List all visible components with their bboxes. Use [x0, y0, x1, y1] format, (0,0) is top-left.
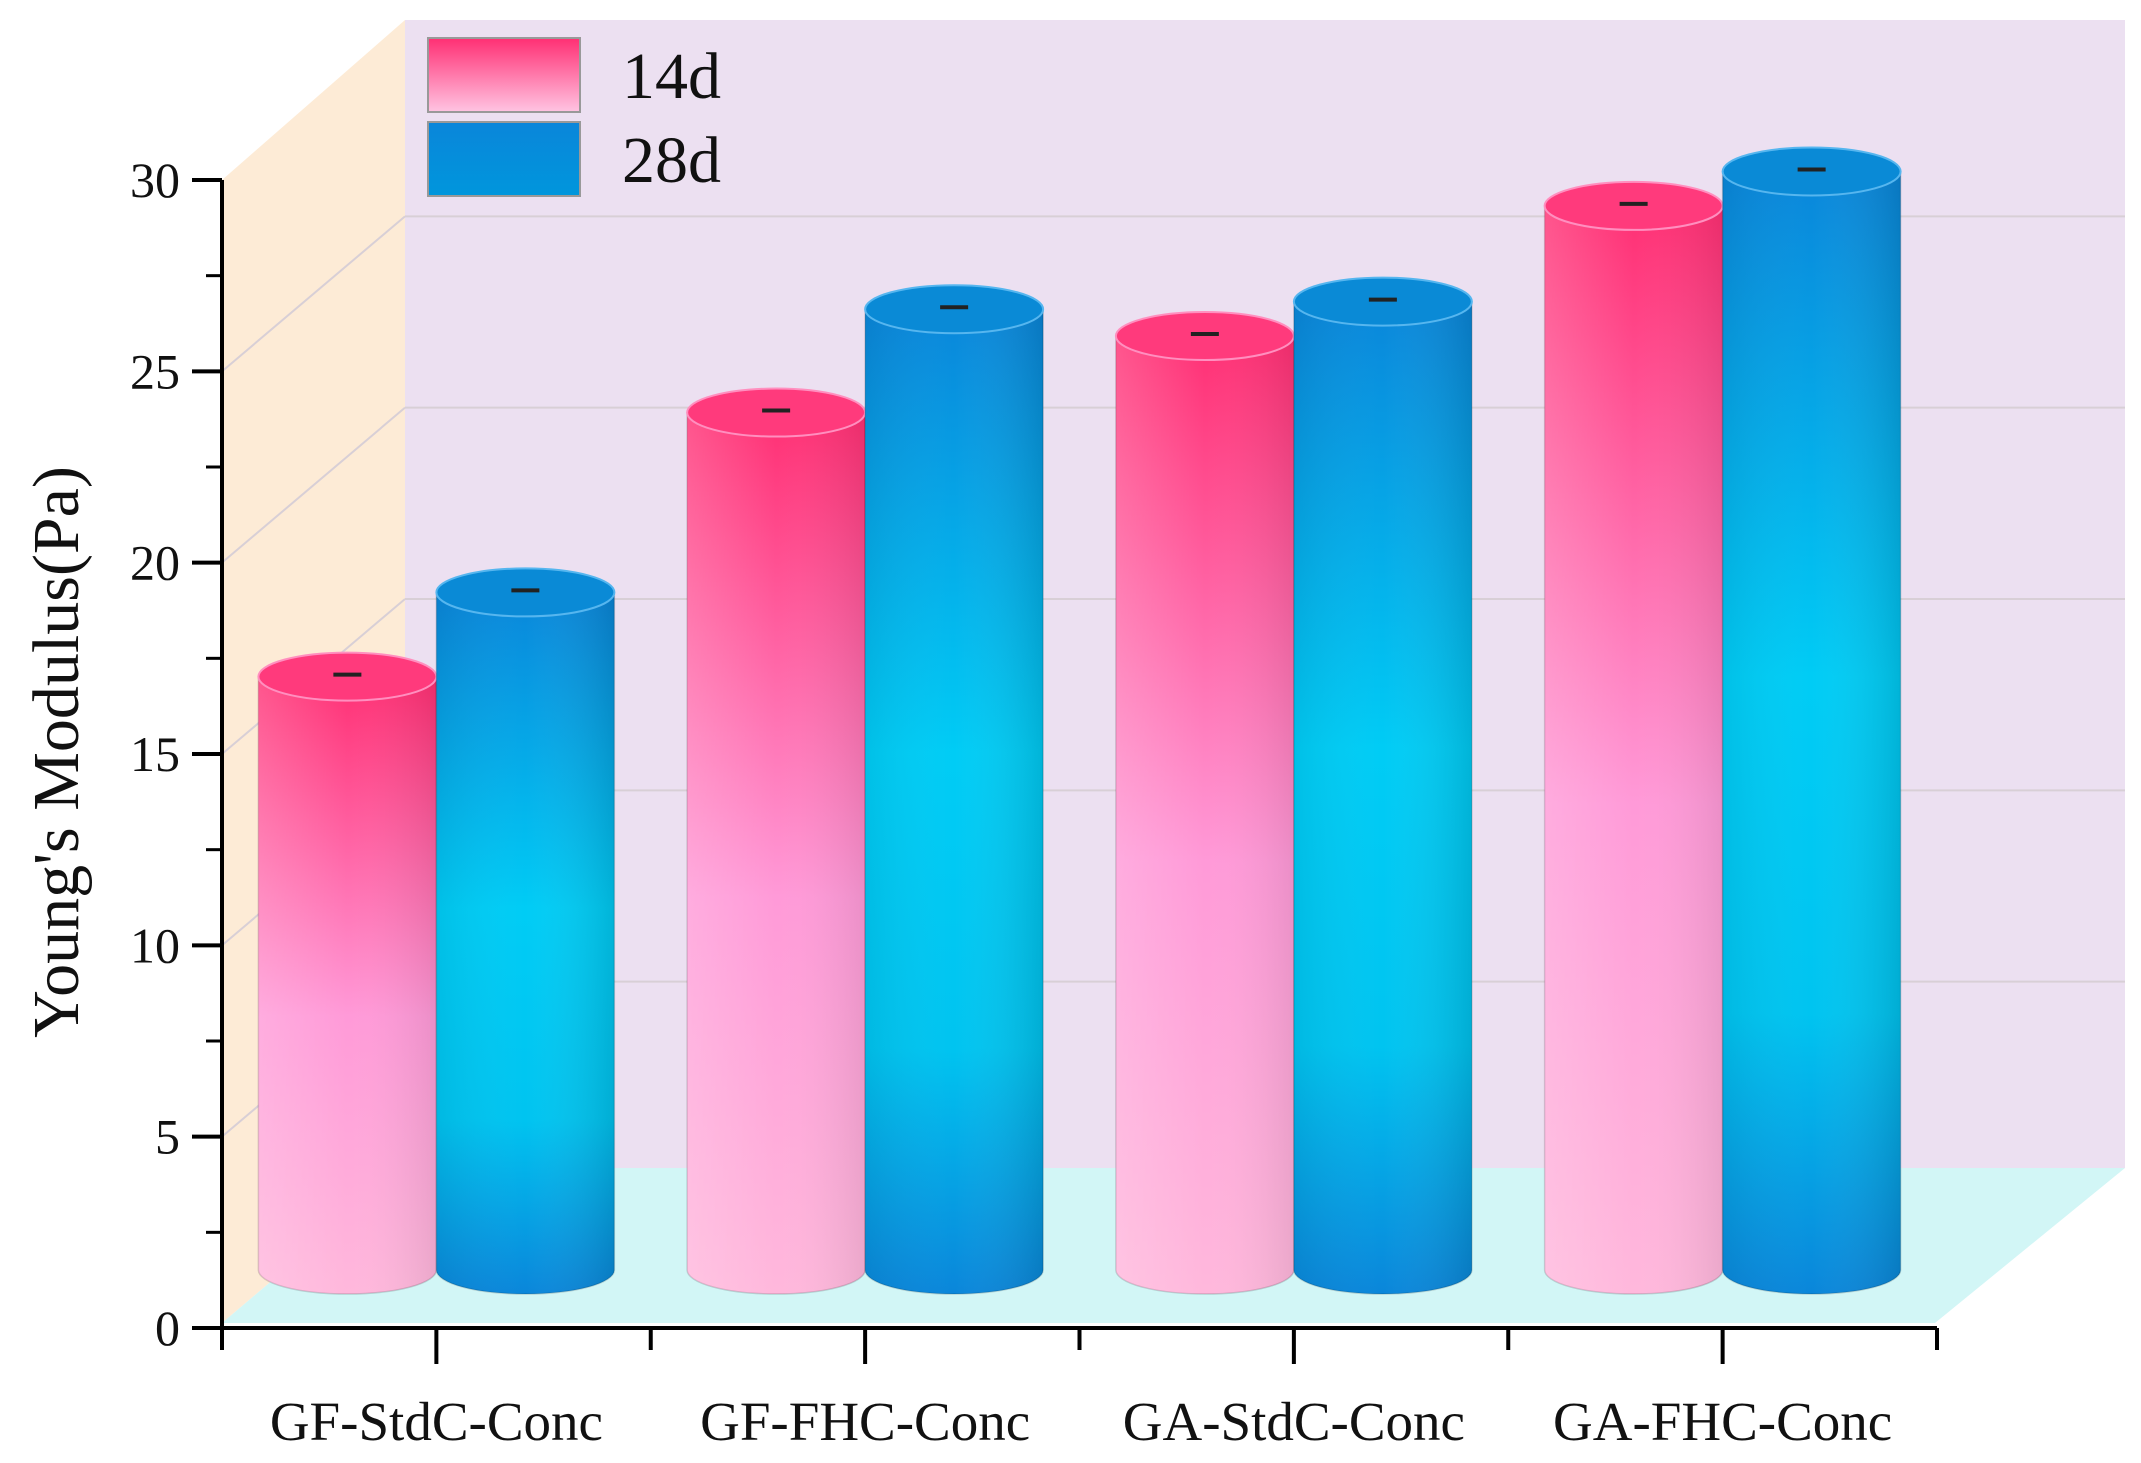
bar-shade-14d-GF-FHC-Conc [687, 412, 866, 1294]
bar-14d-GA-FHC-Conc [1543, 180, 1724, 1295]
bar-shade-14d-GA-FHC-Conc [1544, 205, 1723, 1294]
x-tick-label-GF-StdC-Conc: GF-StdC-Conc [270, 1391, 603, 1452]
bar-28d-GA-FHC-Conc [1721, 146, 1902, 1295]
y-axis-title: Young's Modulus(Pa) [20, 466, 93, 1038]
bar-14d-GF-FHC-Conc [686, 387, 867, 1295]
bar-28d-GF-StdC-Conc [435, 567, 616, 1295]
legend: 14d 28d [427, 37, 721, 197]
gridline-side-20 [221, 406, 406, 564]
bars [257, 146, 1902, 1295]
y-tick-label-0: 0 [155, 1300, 180, 1356]
bar-14d-GF-StdC-Conc [257, 651, 438, 1295]
legend-swatch-14d [427, 37, 581, 113]
y-tick-label-10: 10 [130, 917, 180, 973]
y-tick-label-5: 5 [155, 1109, 180, 1165]
bar-shade-14d-GF-StdC-Conc [258, 676, 437, 1294]
bar-14d-GA-StdC-Conc [1114, 311, 1295, 1295]
legend-swatch-28d [427, 121, 581, 197]
bar-shade-14d-GA-StdC-Conc [1115, 336, 1294, 1294]
y-tick-label-30: 30 [130, 152, 180, 208]
y-tick-label-20: 20 [130, 535, 180, 591]
gridline-side-25 [221, 215, 406, 373]
bar-shade-28d-GF-FHC-Conc [865, 309, 1044, 1294]
bar-28d-GA-StdC-Conc [1292, 276, 1473, 1295]
x-ticks: GF-StdC-Conc GF-FHC-Conc GA-StdC-Conc GA-FH… [220, 1328, 1939, 1452]
x-tick-label-GA-StdC-Conc: GA-StdC-Conc [1123, 1391, 1465, 1452]
legend-label-14d: 14d [622, 40, 721, 113]
y-ticks: 0 5 10 15 20 25 30 [130, 152, 222, 1356]
x-tick-label-GF-FHC-Conc: GF-FHC-Conc [700, 1391, 1030, 1452]
y-tick-label-15: 15 [130, 726, 180, 782]
legend-label-28d: 28d [622, 124, 721, 197]
bar-shade-28d-GA-StdC-Conc [1293, 301, 1472, 1294]
bar-28d-GF-FHC-Conc [864, 284, 1045, 1295]
x-tick-label-GA-FHC-Conc: GA-FHC-Conc [1553, 1391, 1892, 1452]
y-tick-label-25: 25 [130, 343, 180, 399]
bar-shade-28d-GA-FHC-Conc [1722, 171, 1901, 1295]
bar-shade-28d-GF-StdC-Conc [436, 592, 615, 1294]
